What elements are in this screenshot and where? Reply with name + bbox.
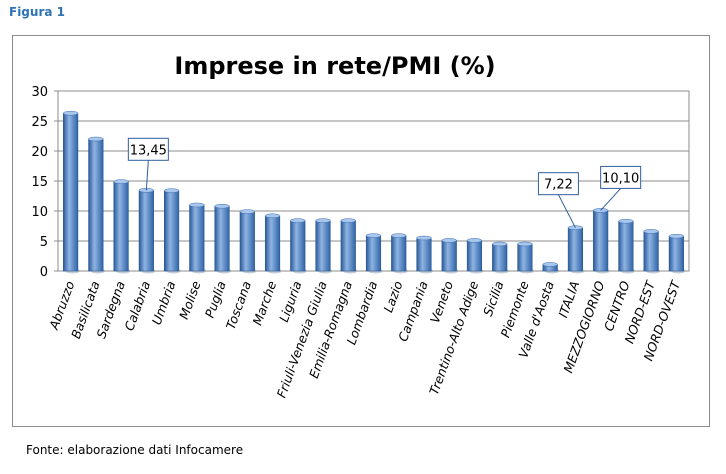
bar-emilia-romagna <box>340 220 356 272</box>
annotation-leader <box>557 194 576 228</box>
bar-cap <box>542 262 558 267</box>
bar-cap <box>492 241 508 247</box>
bar-cap <box>441 238 457 243</box>
y-tick-label: 15 <box>31 175 48 190</box>
bar-cap <box>466 238 483 243</box>
bar-marche <box>264 215 281 272</box>
y-tick-label: 20 <box>31 145 48 160</box>
bar-cap <box>315 218 331 223</box>
annotations: 13,45 7,22 10,10 <box>127 137 642 228</box>
x-tick-label: Molise <box>176 279 204 322</box>
bar-mezzogiorno <box>593 210 609 272</box>
bar-nord-ovest <box>668 235 684 272</box>
bar-cap <box>63 110 79 116</box>
bar-abruzzo <box>63 112 79 272</box>
x-tick-label: Marche <box>250 279 280 328</box>
bar-cap <box>340 218 356 223</box>
annotation-label: 13,45 <box>130 143 167 158</box>
bar-cap <box>668 233 684 239</box>
bar-lombardia <box>365 235 382 272</box>
bar-cap <box>567 225 583 230</box>
x-tick-label: Liguria <box>276 279 305 324</box>
x-tick-label: Veneto <box>427 279 456 325</box>
bar-cap <box>517 241 533 247</box>
x-tick-label: Trentino-Alto Adige <box>426 279 481 397</box>
bar-cap <box>290 218 306 223</box>
y-tick-label: 10 <box>31 205 48 220</box>
bar-piemonte <box>517 243 533 272</box>
bar-campania <box>416 237 432 272</box>
bars <box>63 110 686 274</box>
bar-chart: Imprese in rete/PMI (%) 0 5 10 15 20 25 30 Abr… <box>31 52 690 400</box>
bar-cap <box>239 209 255 214</box>
bar-umbria <box>164 190 180 272</box>
bar-cap <box>416 235 432 241</box>
annotation-label: 10,10 <box>602 171 639 186</box>
annotation-box <box>127 137 169 161</box>
bar-lazio <box>391 235 407 272</box>
bar-liguria <box>290 220 306 272</box>
bar-nord-est <box>643 231 659 272</box>
annotation-label: 7,22 <box>544 178 573 193</box>
bar-cap <box>88 136 104 142</box>
bar-sardegna <box>113 181 129 272</box>
bar-cap <box>214 203 230 209</box>
y-tick-label: 25 <box>31 115 48 130</box>
bar-cap <box>391 233 407 238</box>
bar-trentino-alto-adige <box>466 240 483 272</box>
x-tick-label: Lazio <box>380 279 405 315</box>
bar-cap <box>164 188 180 193</box>
x-tick-label: Umbria <box>149 279 179 327</box>
annotation-box <box>600 165 642 189</box>
bar-cap <box>365 233 382 238</box>
bar-toscana <box>239 211 255 272</box>
annotation-box <box>537 172 579 196</box>
bar-centro <box>618 220 634 272</box>
bar-puglia <box>214 205 230 272</box>
y-tick-label: 30 <box>31 85 48 100</box>
bar-italia <box>567 227 583 272</box>
bar-sicilia <box>492 243 508 272</box>
source-note: Fonte: elaborazione dati Infocamere <box>26 443 244 457</box>
bar-cap <box>618 218 634 224</box>
y-axis: 0 5 10 15 20 25 30 <box>31 85 58 280</box>
annotation-leader <box>145 160 149 191</box>
x-tick-label: Puglia <box>202 279 229 320</box>
bar-calabria <box>138 190 154 272</box>
bar-veneto <box>441 240 457 272</box>
bar-basilicata <box>88 138 104 272</box>
bar-cap <box>189 202 205 208</box>
figure-label: Figura 1 <box>9 5 65 19</box>
x-axis: AbruzzoBasilicataSardegnaCalabriaUmbriaM… <box>46 278 684 400</box>
bar-molise <box>189 204 205 272</box>
x-tick-label: ITALIA <box>555 279 582 320</box>
bar-cap <box>113 179 129 184</box>
y-tick-label: 0 <box>40 265 48 280</box>
y-tick-label: 5 <box>40 235 48 250</box>
gridlines <box>58 120 689 242</box>
bar-cap <box>643 229 659 234</box>
chart-frame: Imprese in rete/PMI (%) 0 5 10 15 20 25 30 Abr… <box>12 35 710 427</box>
bar-cap <box>264 213 281 219</box>
chart-title: Imprese in rete/PMI (%) <box>174 52 495 80</box>
x-tick-label: Sicilia <box>480 279 507 318</box>
annotation-leader <box>600 188 622 211</box>
bar-friuli-venezia-giulia <box>315 220 331 272</box>
